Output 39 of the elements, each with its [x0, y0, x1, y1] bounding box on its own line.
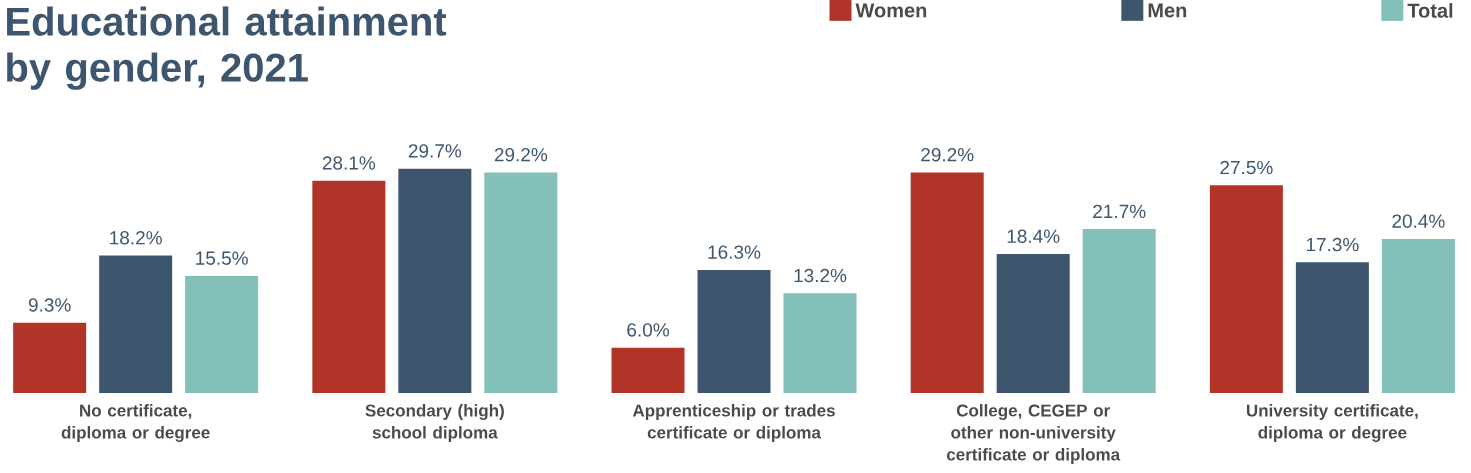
chart-title: Educational attainment by gender, 2021	[7, 6, 447, 90]
data-label: 21.7%	[1093, 204, 1146, 219]
bar	[996, 254, 1070, 393]
bar	[185, 275, 259, 393]
bar	[484, 172, 558, 393]
data-label: 9.3%	[28, 298, 71, 312]
bar	[312, 180, 386, 393]
legend-label: Total	[1407, 3, 1453, 18]
legend-label: Women	[855, 3, 927, 18]
bar	[99, 255, 173, 393]
data-label: 18.4%	[1007, 229, 1060, 243]
data-label: 17.3%	[1306, 237, 1359, 252]
data-label: 29.7%	[408, 144, 462, 158]
bar	[1295, 262, 1369, 393]
data-label: 13.2%	[794, 268, 847, 283]
legend-label: Men	[1148, 3, 1187, 18]
data-label: 20.4%	[1392, 214, 1445, 228]
data-label: 16.3%	[708, 245, 761, 259]
x-tick-label: Secondary (high) school diploma	[365, 404, 504, 442]
x-tick-label: No certificate, diploma or degree	[61, 404, 210, 442]
data-label: 29.2%	[494, 147, 548, 162]
bar	[398, 168, 472, 393]
x-tick-label: College, CEGEP or other non-university certificate or diploma	[946, 404, 1121, 464]
bar	[783, 293, 857, 393]
data-label: 28.1%	[322, 156, 376, 170]
data-label: 6.0%	[627, 323, 669, 337]
x-tick-label: University certificate, diploma or degree	[1246, 404, 1418, 442]
bar	[611, 347, 685, 393]
bar	[910, 172, 984, 393]
bar	[1381, 238, 1455, 393]
bar	[697, 269, 771, 393]
bar	[1209, 185, 1283, 393]
data-label: 29.2%	[921, 147, 974, 162]
bar	[1082, 229, 1156, 393]
data-label: 15.5%	[196, 251, 248, 265]
data-label: 18.2%	[110, 231, 162, 245]
x-tick-label: Apprenticeship or trades certificate or diploma	[632, 404, 835, 442]
bar	[13, 322, 87, 393]
data-label: 27.5%	[1220, 160, 1273, 175]
